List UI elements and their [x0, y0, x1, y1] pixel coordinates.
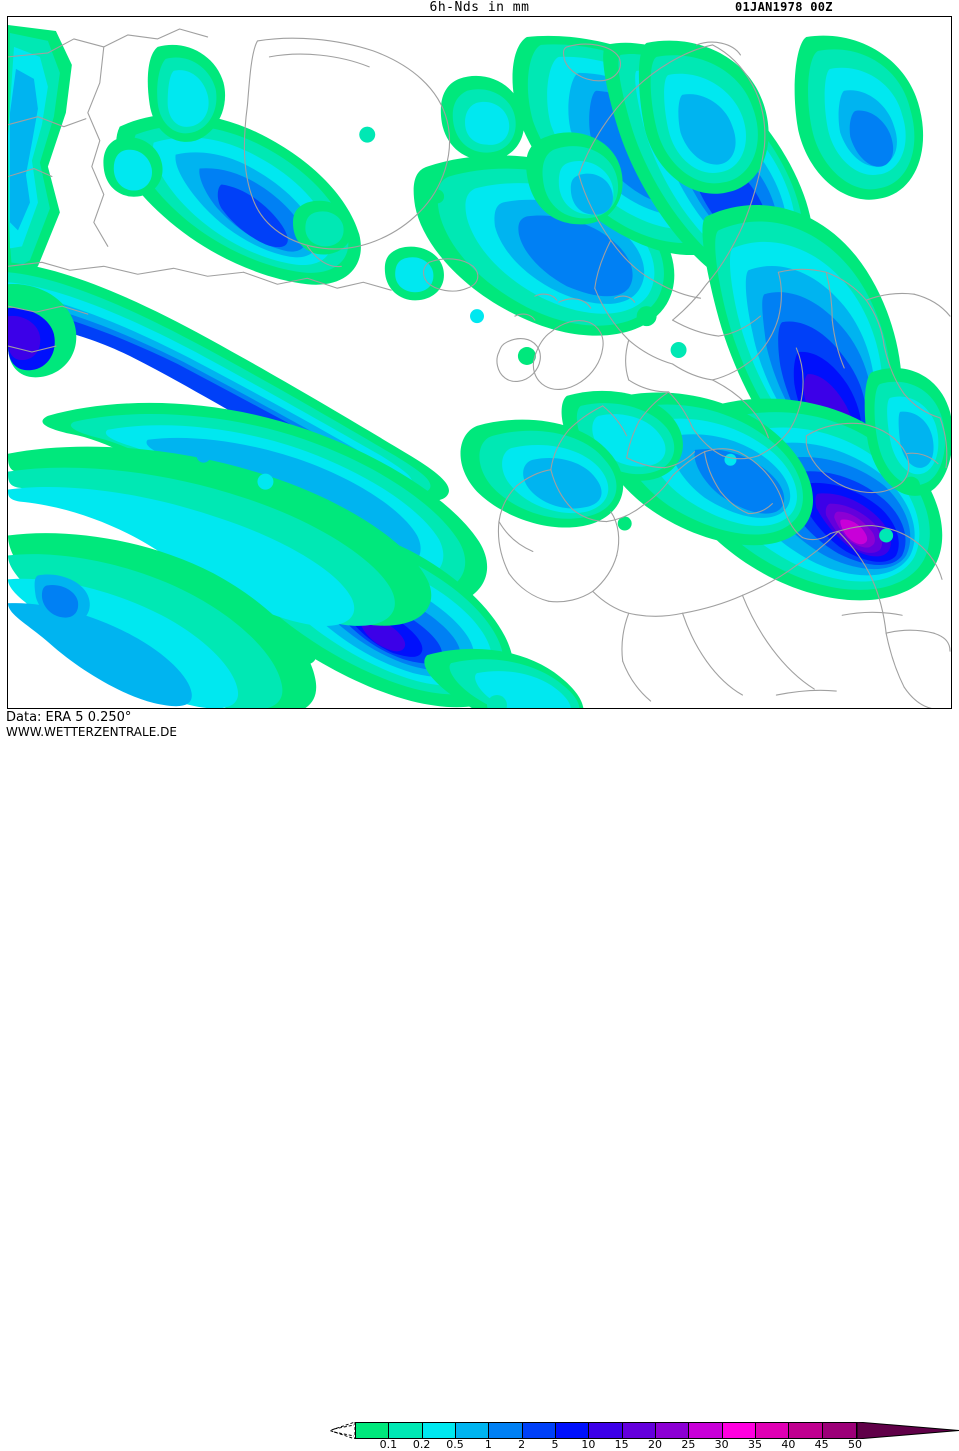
colorbar-tick-labels: 0.1 0.2 0.5 1 2 5 10 15 20 25 30 35 40 45 50	[330, 1438, 955, 1451]
colorbar-band	[822, 1423, 856, 1438]
colorbar-tick: 0.5	[446, 1438, 464, 1451]
colorbar-band	[422, 1423, 456, 1438]
colorbar-band	[356, 1423, 390, 1438]
colorbar-tick: 15	[614, 1438, 629, 1451]
colorbar-tick: 0.2	[412, 1438, 431, 1451]
colorbar-tick: 25	[681, 1438, 696, 1451]
colorbar-band	[689, 1423, 723, 1438]
colorbar-tick: 45	[814, 1438, 829, 1451]
colorbar-under-arrow	[330, 1422, 356, 1439]
map-frame	[7, 16, 952, 709]
colorbar-band	[522, 1423, 556, 1438]
credit-block: Data: ERA 5 0.250° WWW.WETTERZENTRALE.DE	[6, 710, 326, 739]
colorbar-tick: 5	[551, 1438, 559, 1451]
colorbar-band	[789, 1423, 823, 1438]
colorbar-band	[622, 1423, 656, 1438]
colorbar-tick: 1	[484, 1438, 492, 1451]
colorbar-band	[455, 1423, 490, 1438]
colorbar-band	[589, 1423, 623, 1438]
colorbar-tick: 30	[714, 1438, 729, 1451]
colorbar-over-arrow	[857, 1422, 959, 1439]
colorbar-band	[755, 1423, 790, 1438]
precipitation-map	[8, 17, 951, 708]
data-source-label: Data: ERA 5 0.250°	[6, 710, 132, 725]
website-label: WWW.WETTERZENTRALE.DE	[6, 725, 177, 739]
colorbar-band	[489, 1423, 523, 1438]
run-timestamp: 01JAN1978 00Z	[735, 0, 833, 14]
colorbar-band	[389, 1423, 423, 1438]
colorbar-tick: 50	[848, 1438, 862, 1451]
colorbar: 0.1 0.2 0.5 1 2 5 10 15 20 25 30 35 40 45 50	[330, 1421, 959, 1451]
colorbar-tick: 10	[581, 1438, 596, 1451]
chart-footer: Data: ERA 5 0.250° WWW.WETTERZENTRALE.DE…	[0, 710, 959, 1451]
colorbar-band	[655, 1423, 690, 1438]
colorbar-tick: 0.1	[379, 1438, 398, 1451]
page-title: 6h-Nds in mm	[429, 0, 530, 15]
colorbar-tick: 2	[518, 1438, 526, 1451]
colorbar-band	[722, 1423, 756, 1438]
chart-header: 6h-Nds in mm 01JAN1978 00Z	[0, 0, 959, 16]
colorbar-bands	[355, 1422, 857, 1439]
colorbar-band	[555, 1423, 590, 1438]
colorbar-tick: 20	[648, 1438, 662, 1451]
coastlines-layer	[8, 28, 951, 708]
colorbar-tick: 35	[748, 1438, 762, 1451]
colorbar-tick: 40	[781, 1438, 796, 1451]
